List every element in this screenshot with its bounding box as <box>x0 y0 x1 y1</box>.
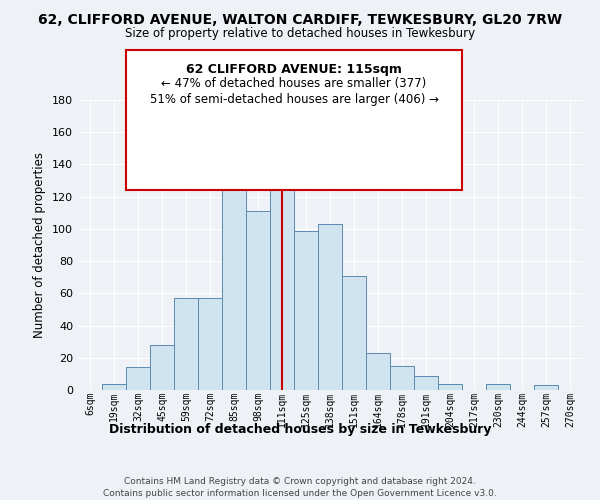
Bar <box>342 276 366 390</box>
Text: Contains HM Land Registry data © Crown copyright and database right 2024.: Contains HM Land Registry data © Crown c… <box>124 478 476 486</box>
Text: Distribution of detached houses by size in Tewkesbury: Distribution of detached houses by size … <box>109 422 491 436</box>
Bar <box>126 368 150 390</box>
Text: 51% of semi-detached houses are larger (406) →: 51% of semi-detached houses are larger (… <box>149 92 439 106</box>
Bar <box>390 366 414 390</box>
Bar <box>486 384 510 390</box>
Bar <box>534 385 558 390</box>
Bar <box>294 230 318 390</box>
Bar <box>414 376 438 390</box>
Text: 62, CLIFFORD AVENUE, WALTON CARDIFF, TEWKESBURY, GL20 7RW: 62, CLIFFORD AVENUE, WALTON CARDIFF, TEW… <box>38 12 562 26</box>
Bar <box>102 384 126 390</box>
Bar <box>366 353 390 390</box>
Text: Contains public sector information licensed under the Open Government Licence v3: Contains public sector information licen… <box>103 489 497 498</box>
Bar <box>438 384 462 390</box>
Text: Size of property relative to detached houses in Tewkesbury: Size of property relative to detached ho… <box>125 28 475 40</box>
Bar <box>246 211 270 390</box>
Bar <box>270 188 294 390</box>
Bar <box>222 171 246 390</box>
Bar <box>174 298 198 390</box>
Bar <box>150 345 174 390</box>
Bar <box>318 224 342 390</box>
Text: 62 CLIFFORD AVENUE: 115sqm: 62 CLIFFORD AVENUE: 115sqm <box>186 62 402 76</box>
Bar <box>198 298 222 390</box>
Text: ← 47% of detached houses are smaller (377): ← 47% of detached houses are smaller (37… <box>161 78 427 90</box>
Y-axis label: Number of detached properties: Number of detached properties <box>34 152 46 338</box>
